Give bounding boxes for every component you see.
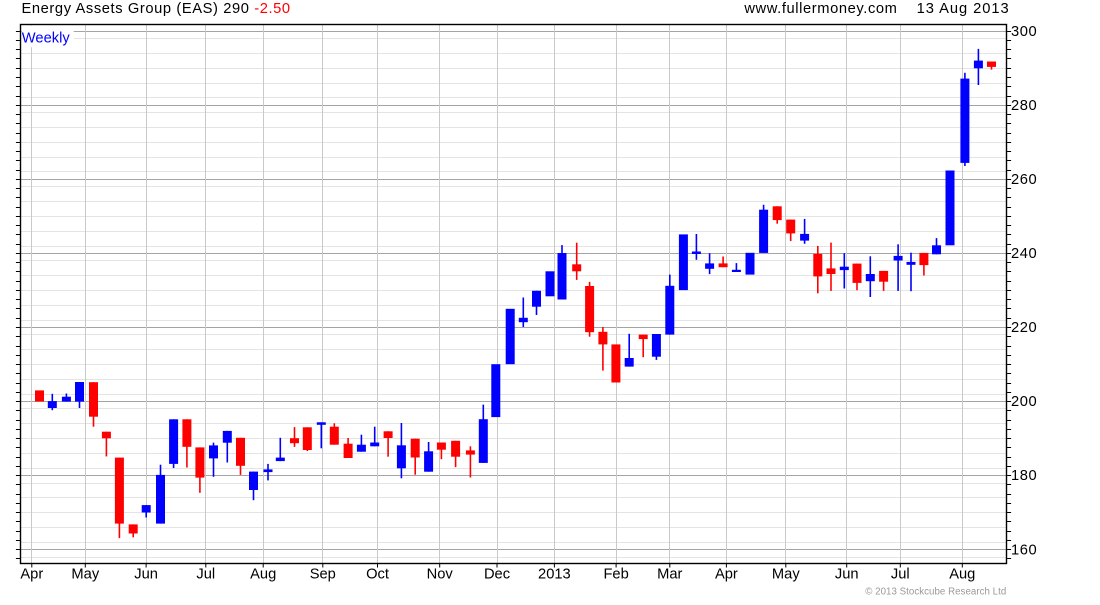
svg-text:© 2013 Stockcube Research Ltd: © 2013 Stockcube Research Ltd bbox=[865, 587, 1006, 598]
svg-text:220: 220 bbox=[1011, 320, 1037, 336]
svg-text:Feb: Feb bbox=[603, 567, 628, 583]
svg-text:200: 200 bbox=[1011, 394, 1037, 410]
svg-text:Jul: Jul bbox=[891, 567, 910, 583]
svg-text:www.fullermoney.com: www.fullermoney.com bbox=[743, 1, 897, 17]
svg-text:Mar: Mar bbox=[657, 567, 682, 583]
svg-text:Jun: Jun bbox=[835, 567, 859, 583]
svg-text:Aug: Aug bbox=[250, 567, 276, 583]
svg-text:Energy Assets Group (EAS) 290: Energy Assets Group (EAS) 290 -2.50 bbox=[22, 1, 291, 17]
svg-text:Oct: Oct bbox=[366, 567, 389, 583]
svg-text:Apr: Apr bbox=[715, 567, 738, 583]
svg-text:13 Aug 2013: 13 Aug 2013 bbox=[917, 1, 1010, 17]
svg-text:May: May bbox=[71, 567, 99, 583]
svg-text:240: 240 bbox=[1011, 246, 1037, 262]
svg-text:Sep: Sep bbox=[310, 567, 336, 583]
svg-text:160: 160 bbox=[1011, 542, 1037, 558]
svg-text:Weekly: Weekly bbox=[22, 31, 71, 47]
svg-text:Jun: Jun bbox=[134, 567, 158, 583]
svg-text:2013: 2013 bbox=[538, 567, 571, 583]
svg-text:May: May bbox=[772, 567, 800, 583]
svg-text:Nov: Nov bbox=[427, 567, 454, 583]
svg-text:Jul: Jul bbox=[196, 567, 215, 583]
svg-text:280: 280 bbox=[1011, 98, 1037, 114]
svg-text:180: 180 bbox=[1011, 468, 1037, 484]
svg-text:Aug: Aug bbox=[949, 567, 975, 583]
svg-text:260: 260 bbox=[1011, 172, 1037, 188]
svg-text:Dec: Dec bbox=[484, 567, 510, 583]
svg-text:300: 300 bbox=[1011, 24, 1037, 40]
svg-text:Apr: Apr bbox=[20, 567, 43, 583]
